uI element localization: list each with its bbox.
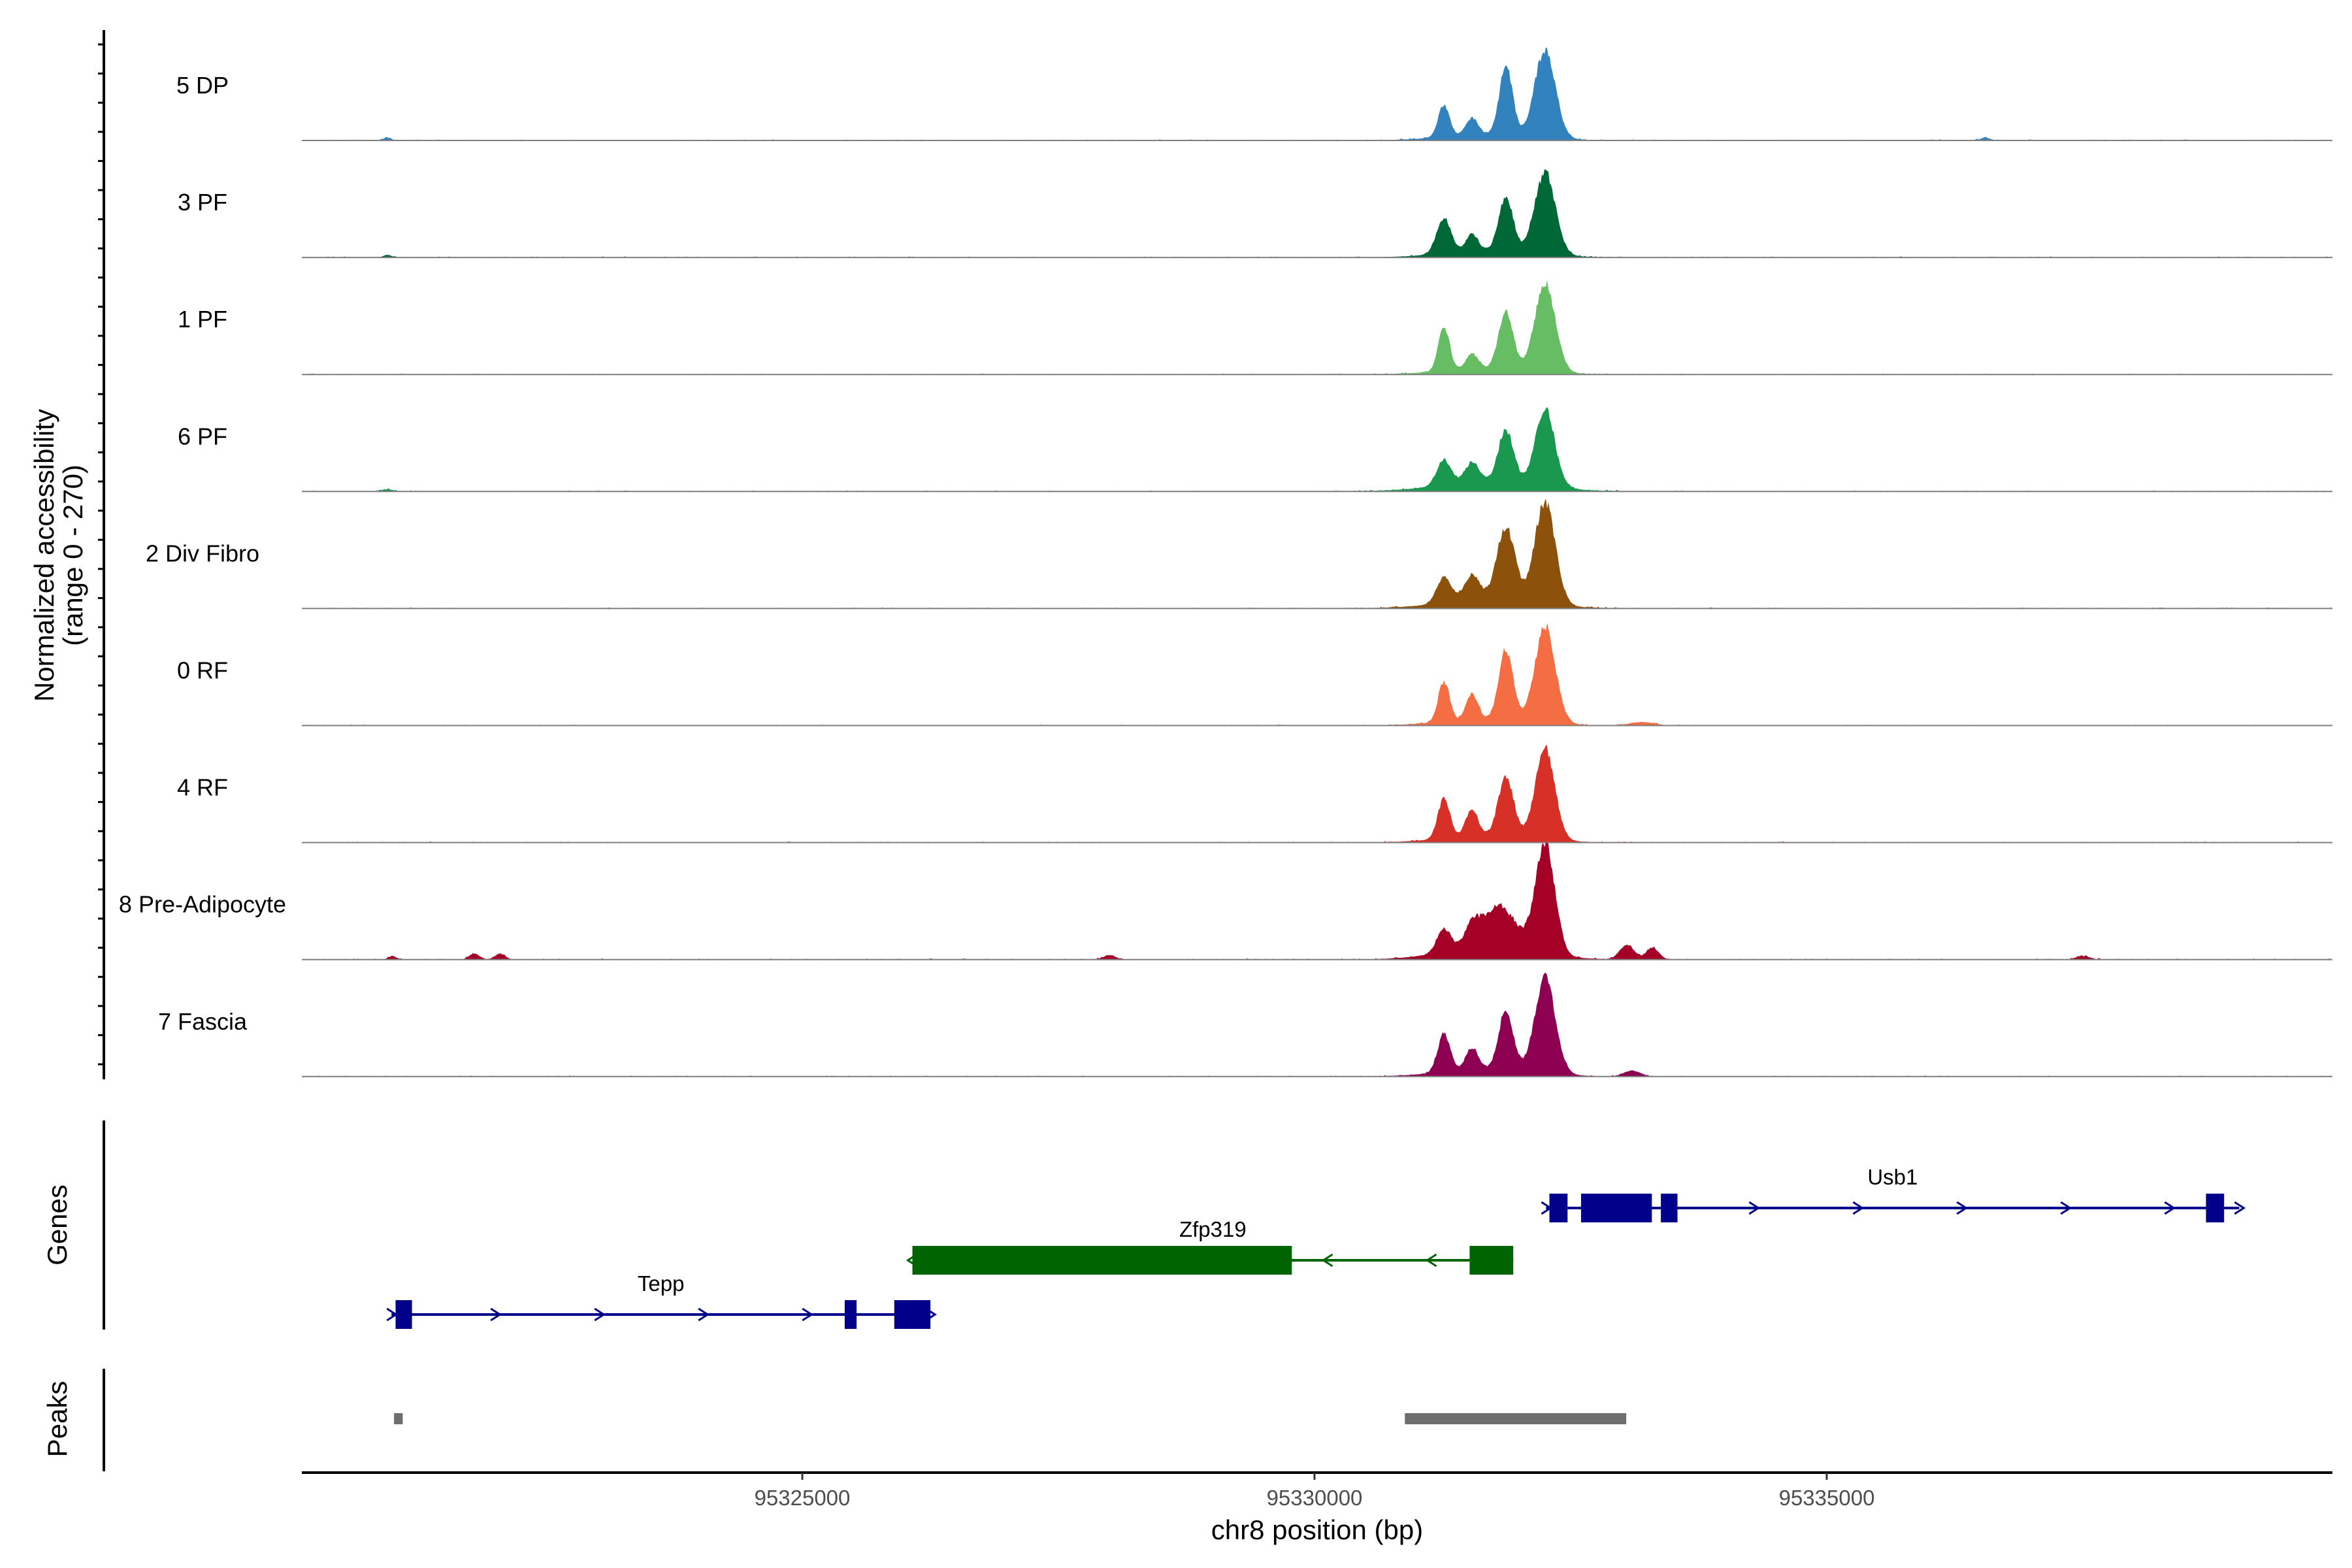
gene-zfp319: Zfp319 <box>906 1217 1514 1275</box>
strand-arrow-icon <box>802 1307 813 1322</box>
track-8-pre-adipocyte: 8 Pre-Adipocyte <box>119 842 2332 960</box>
strand-arrow-icon <box>1956 1201 1968 1215</box>
strand-arrow-icon <box>1425 1253 1437 1267</box>
coverage-area <box>302 280 2332 375</box>
y-axis-ticks <box>98 43 104 1066</box>
strand-arrow-icon <box>594 1307 606 1322</box>
track-label: 5 DP <box>176 72 229 99</box>
x-axis-title: chr8 position (bp) <box>1211 1514 1424 1545</box>
gene-exon <box>1469 1246 1514 1275</box>
strand-arrow-icon <box>490 1307 502 1322</box>
gene-exon <box>894 1300 931 1329</box>
strand-arrow-icon <box>2164 1201 2176 1215</box>
gene-annotations: Usb1 Zfp319 Tepp <box>386 1165 2246 1329</box>
coverage-area <box>302 745 2332 843</box>
gene-exon <box>2206 1194 2225 1222</box>
strand-arrow-icon <box>698 1307 710 1322</box>
track-4-rf: 4 RF <box>177 745 2332 843</box>
coverage-area <box>302 498 2332 609</box>
track-label: 2 Div Fibro <box>146 540 259 566</box>
gene-exon <box>1661 1194 1678 1222</box>
gene-usb1: Usb1 <box>1541 1165 2246 1222</box>
coverage-tracks: 5 DP 3 PF 1 PF 6 PF 2 Div Fibro 0 RF 4 RF 8 Pre… <box>119 47 2332 1077</box>
track-label: 3 PF <box>178 189 227 216</box>
track-0-rf: 0 RF <box>177 623 2332 727</box>
track-label: 8 Pre-Adipocyte <box>119 891 286 918</box>
strand-arrow-icon <box>2234 1201 2246 1215</box>
x-tick-label: 95335000 <box>1779 1486 1875 1510</box>
strand-arrow-icon <box>2060 1201 2072 1215</box>
peak-region <box>1405 1413 1627 1424</box>
strand-arrow-icon <box>1748 1201 1761 1215</box>
track-label: 4 RF <box>177 774 228 801</box>
track-3-pf: 3 PF <box>178 169 2332 259</box>
track-5-dp: 5 DP <box>176 47 2332 141</box>
track-7-fascia: 7 Fascia <box>158 972 2332 1077</box>
coverage-area <box>302 972 2332 1077</box>
y-axis-title: Normalized accessibility (range 0 - 270) <box>29 409 88 702</box>
strand-arrow-icon <box>1321 1253 1333 1267</box>
x-tick-label: 95330000 <box>1267 1486 1363 1510</box>
track-2-div-fibro: 2 Div Fibro <box>146 498 2332 610</box>
y-axis-title-line2: (range 0 - 270) <box>57 465 88 646</box>
gene-name: Usb1 <box>1867 1165 1918 1189</box>
track-6-pf: 6 PF <box>178 407 2332 493</box>
strand-arrow-icon <box>1852 1201 1865 1215</box>
coverage-area <box>302 47 2332 140</box>
y-axis-title-line1: Normalized accessibility <box>29 409 59 702</box>
coverage-area <box>302 169 2332 258</box>
track-1-pf: 1 PF <box>178 280 2332 376</box>
gene-exon <box>912 1246 1292 1275</box>
x-axis-ticks: 95325000 95330000 95335000 <box>755 1473 1875 1510</box>
coverage-area <box>302 407 2332 492</box>
x-tick-label: 95325000 <box>755 1486 851 1510</box>
peaks-axis-title: Peaks <box>42 1381 73 1458</box>
gene-exon <box>844 1300 857 1329</box>
coverage-area <box>302 623 2332 726</box>
genes-axis-title: Genes <box>42 1184 73 1266</box>
track-label: 1 PF <box>178 306 227 333</box>
gene-tepp: Tepp <box>386 1271 937 1329</box>
track-label: 0 RF <box>177 657 228 684</box>
peak-region <box>394 1413 403 1424</box>
gene-exon <box>1581 1194 1652 1222</box>
coverage-area <box>302 842 2332 960</box>
peak-regions <box>394 1413 1627 1424</box>
track-label: 7 Fascia <box>158 1008 248 1035</box>
gene-name: Tepp <box>638 1271 685 1296</box>
track-label: 6 PF <box>178 423 227 449</box>
gene-exon <box>1549 1194 1568 1222</box>
gene-exon <box>395 1300 412 1329</box>
gene-name: Zfp319 <box>1179 1217 1247 1241</box>
